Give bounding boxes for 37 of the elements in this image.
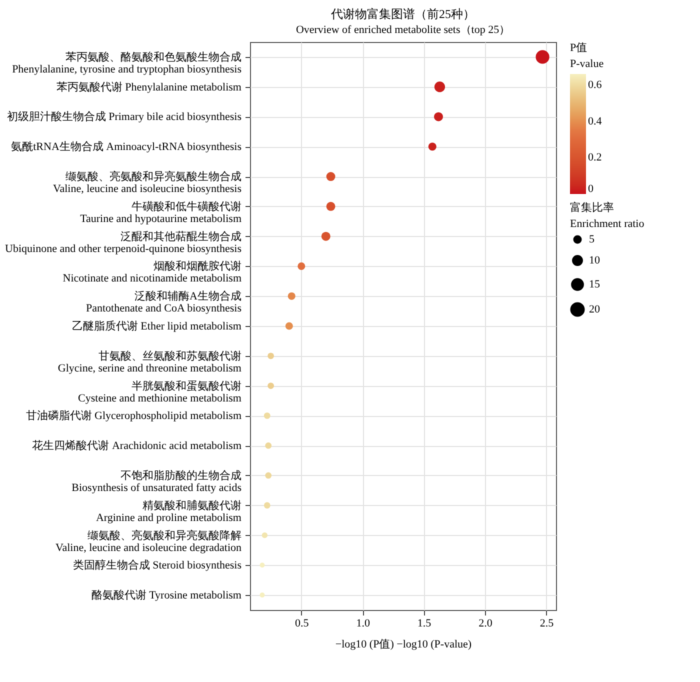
y-tick-label: 初级胆汁酸生物合成 Primary bile acid biosynthesis <box>6 110 242 124</box>
y-tick-label: 缬氨酸、亮氨酸和异亮氨酸降解 Valine, leucine and isoleucine degradation <box>55 528 242 554</box>
y-tick-label: 烟酸和烟酰胺代谢 Nicotinate and nicotinamide metabolism <box>62 260 242 285</box>
x-axis-title: −log10 (P值) −log10 (P-value) <box>335 638 472 650</box>
legend-label: 10 <box>589 254 600 266</box>
y-tick-label: 精氨酸和脯氨酸代谢 Arginine and proline metabolism <box>96 498 242 524</box>
y-tick-label: 泛醌和其他萜醌生物合成 Ubiquinone and other terpenoid-quinone biosynthesis <box>5 230 242 255</box>
y-tick-label: 甘油磷脂代谢 Glycerophospholipid metabolism <box>26 409 242 422</box>
x-tick-label: 1.0 <box>356 618 370 630</box>
y-tick-label: 花生四烯酸代谢 Arachidonic acid metabolism <box>32 439 242 452</box>
y-tick-label: 苯丙氨酸代谢 Phenylalanine metabolism <box>56 80 242 94</box>
y-tick-label: 泛酸和辅酶A生物合成 Pantothenate and CoA biosynthesis <box>86 290 242 315</box>
color-bar-label: 0.6 <box>588 78 602 91</box>
color-bar-label: 0.2 <box>588 152 602 164</box>
color-bar-title: P值 P-value <box>570 42 604 70</box>
y-tick-label: 缬氨酸、亮氨酸和异亮氨酸生物合成 Valine, leucine and isoleucine biosynthesis <box>53 170 242 196</box>
y-tick-label: 牛磺酸和低牛磺酸代谢 Taurine and hypotaurine metabolism <box>80 200 242 225</box>
legend-label: 15 <box>589 278 600 290</box>
x-tick-label: 2.0 <box>478 618 493 630</box>
y-tick-label: 类固醇生物合成 Steroid biosynthesis <box>72 558 242 572</box>
legend-title: 富集比率 Enrichment ratio <box>570 201 645 230</box>
y-tick-label: 酪氨酸代谢 Tyrosine metabolism <box>91 590 242 602</box>
y-tick-label: 半胱氨酸和蛋氨酸代谢 Cysteine and methionine metabolism <box>78 379 242 404</box>
chart-subtitle: Overview of enriched metabolite sets（top 25） <box>296 24 510 36</box>
x-tick-label: 0.5 <box>295 618 310 630</box>
y-tick-label: 甘氨酸、丝氨酸和苏氨酸代谢 Glycine, serine and threonine metabolism <box>58 349 242 374</box>
y-tick-label: 不饱和脂肪酸的生物合成 Biosynthesis of unsaturated fatty acids <box>72 468 242 494</box>
color-bar-label: 0 <box>588 183 594 195</box>
y-tick-label: 乙醚脂质代谢 Ether lipid metabolism <box>72 320 242 332</box>
legend-label: 20 <box>589 304 600 316</box>
chart-title: 代谢物富集图谱（前25种） <box>330 7 475 21</box>
y-tick-label: 苯丙氨酸、酪氨酸和色氨酸生物合成 Phenylalanine, tyrosine and tryptophan biosynthesis <box>12 50 242 76</box>
color-bar-label: 0.4 <box>588 115 602 128</box>
x-tick-label: 1.5 <box>417 618 432 630</box>
legend-label: 5 <box>589 234 595 246</box>
x-tick-label: 2.5 <box>540 618 554 630</box>
y-tick-label: 氨酰tRNA生物合成 Aminoacyl-tRNA biosynthesis <box>11 140 242 154</box>
